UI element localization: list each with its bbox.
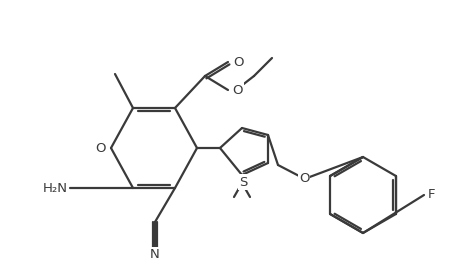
Text: O: O xyxy=(96,141,106,154)
Text: N: N xyxy=(150,249,160,262)
Text: O: O xyxy=(299,173,309,186)
Text: S: S xyxy=(239,176,247,189)
Text: H₂N: H₂N xyxy=(43,182,68,195)
Text: F: F xyxy=(428,189,435,202)
Text: O: O xyxy=(232,83,242,96)
Text: O: O xyxy=(233,56,244,69)
